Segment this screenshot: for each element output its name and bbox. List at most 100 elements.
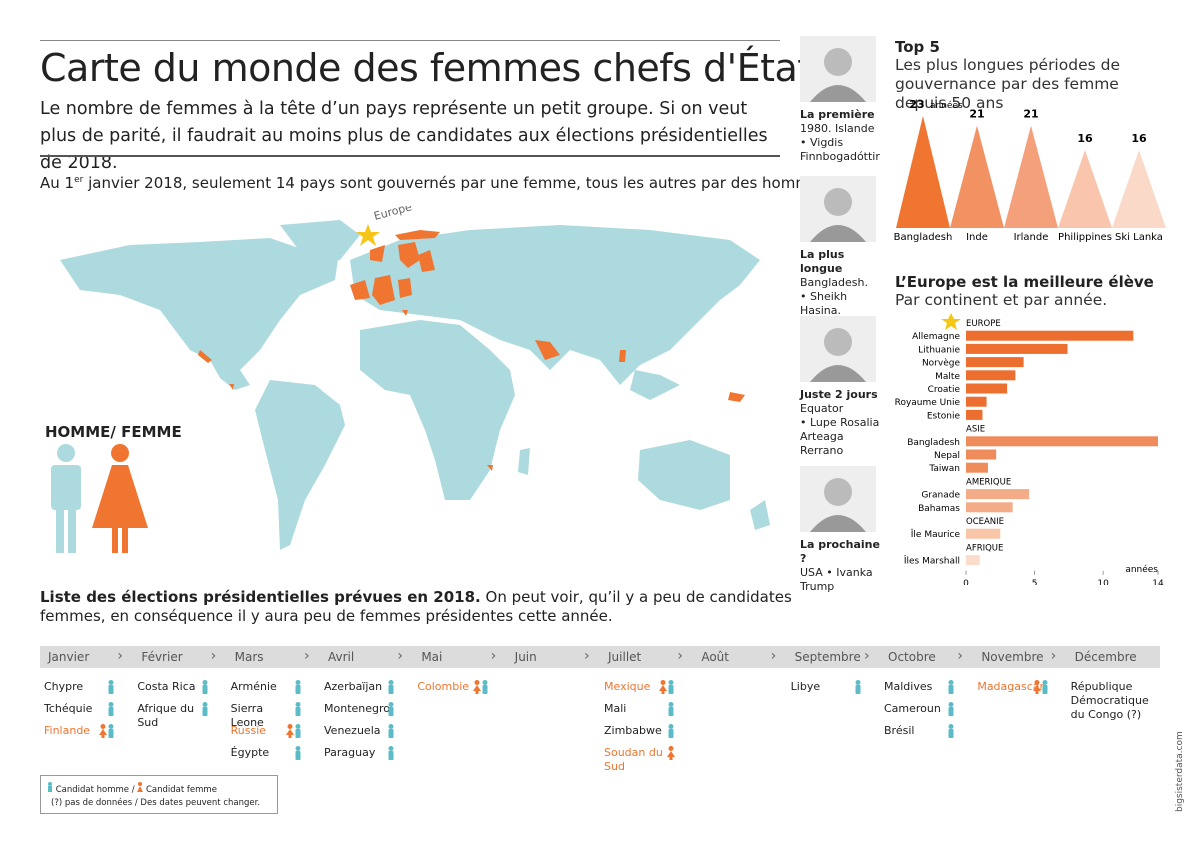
value-unit: années	[930, 100, 963, 111]
portrait	[800, 36, 876, 102]
legend-box: Candidat homme / Candidat femme (?) pas …	[40, 775, 278, 814]
male-icon	[668, 680, 674, 694]
month-label: Juin	[514, 650, 537, 664]
group-label: AMERIQUE	[966, 477, 1011, 487]
female-icon	[137, 782, 144, 792]
country-name: Sierra Leone	[230, 702, 264, 729]
profile-title: Juste 2 jours	[800, 388, 878, 401]
group-label: EUROPE	[966, 319, 1001, 329]
profile-line: • Lupe Rosalia Arteaga Rerrano	[800, 416, 880, 457]
country-name: Chypre	[44, 680, 84, 693]
chart-subtitle: Les plus longues périodes de gouvernance…	[895, 56, 1120, 112]
arrow: ›	[584, 648, 590, 664]
month-label: Mai	[421, 650, 443, 664]
month-label: Mars	[234, 650, 264, 664]
candidate-icons	[667, 724, 675, 742]
country-name: Brésil	[884, 724, 915, 737]
category-label: Estonie	[927, 411, 961, 421]
elections-text: On peut voir, qu’il y a peu de candidate…	[40, 588, 792, 625]
election-entry: Cameroun	[884, 702, 967, 716]
intro: Au 1er janvier 2018, seulement 14 pays s…	[40, 174, 832, 192]
male-icon	[295, 680, 301, 694]
male-icon	[295, 702, 301, 716]
male-icon	[668, 724, 674, 738]
male-icon	[482, 680, 488, 694]
women-led-countries	[198, 230, 745, 471]
triangle	[1112, 150, 1166, 228]
male-icon	[948, 724, 954, 738]
month-label: Janvier	[48, 650, 90, 664]
female-icon	[472, 680, 481, 694]
profile-title: La plus longue	[800, 248, 845, 275]
category-label: Malte	[935, 372, 960, 382]
election-entry: Soudan du Sud	[604, 746, 687, 774]
chart-subtitle: Par continent et par année.	[895, 291, 1108, 309]
profile-line: Equator	[800, 402, 844, 415]
election-entry: Montenegro	[324, 702, 407, 716]
candidate-icons	[947, 680, 955, 698]
election-entry: République Démocratique du Congo (?)	[1071, 680, 1154, 722]
x-tick-label: 10	[1097, 579, 1109, 585]
month-label: Juillet	[608, 650, 642, 664]
bar	[966, 502, 1013, 513]
female-figure	[92, 444, 148, 553]
rule	[40, 155, 780, 157]
election-entry: Égypte	[231, 746, 314, 760]
category-label: Bangladesh	[894, 232, 953, 243]
election-entry: Mali	[604, 702, 687, 716]
arrow: ›	[864, 648, 870, 664]
bar	[966, 489, 1030, 500]
category-label: Ski Lanka	[1115, 232, 1163, 243]
country-name: Cameroun	[884, 702, 941, 715]
bar	[966, 343, 1068, 354]
chart-title: L’Europe est la meilleure élève	[895, 273, 1154, 291]
country-name: Zimbabwe	[604, 724, 662, 737]
candidate-icons	[667, 702, 675, 720]
male-icon	[295, 746, 301, 760]
x-tick-label: 5	[1032, 579, 1038, 585]
profile-line: • Sheikh Hasina.	[800, 290, 848, 317]
candidate-icons	[667, 746, 676, 764]
category-label: Granade	[921, 491, 960, 501]
election-entry: Sierra Leone	[231, 702, 314, 730]
legend-title: HOMME/ FEMME	[45, 423, 182, 441]
country-name: Soudan du Sud	[604, 746, 663, 773]
bar-chart: EUROPE Allemagne Lithuanie Norvège Malte Croa…	[895, 313, 1164, 585]
bar	[966, 555, 980, 566]
category-label: Allemagne	[912, 332, 960, 342]
country-name: Libye	[790, 680, 821, 693]
bar	[966, 370, 1016, 381]
male-icon	[948, 702, 954, 716]
election-entry: Zimbabwe	[604, 724, 687, 738]
value-label: 16	[1131, 132, 1147, 145]
arrow: ›	[677, 648, 683, 664]
portrait	[800, 176, 876, 242]
election-list: Chypre Tchéquie Finlande Costa Rica Afrique …	[40, 680, 1160, 780]
triangle	[1004, 125, 1058, 228]
male-icon	[388, 680, 394, 694]
candidate-icons	[294, 746, 302, 764]
country-name: Mexique	[604, 680, 651, 693]
arrow: ›	[957, 648, 963, 664]
arrow: ›	[490, 648, 497, 664]
triangle	[950, 125, 1004, 228]
world-map	[60, 220, 770, 550]
x-tick-label: 0	[963, 579, 969, 585]
top5-header: Top 5 Les plus longues périodes de gouve…	[895, 38, 1165, 113]
legend-row: Candidat homme / Candidat femme	[47, 782, 217, 795]
country-name: Costa Rica	[137, 680, 196, 693]
female-icon	[1032, 680, 1041, 694]
arrow: ›	[1050, 648, 1057, 664]
month-label: Février	[141, 650, 183, 664]
category-label: Croatie	[928, 385, 961, 395]
profile: La première 1980. Islande • Vigdis Finnbog…	[800, 108, 888, 164]
intro-text: janvier 2018, seulement 14 pays sont gou…	[83, 174, 832, 192]
candidate-icons	[659, 680, 675, 698]
profile-line: Bangladesh.	[800, 276, 868, 289]
election-entry: Finlande	[44, 724, 127, 738]
arrow: ›	[210, 648, 217, 664]
bar	[966, 409, 983, 420]
candidate-icons	[294, 680, 302, 698]
candidate-icons	[854, 680, 862, 698]
